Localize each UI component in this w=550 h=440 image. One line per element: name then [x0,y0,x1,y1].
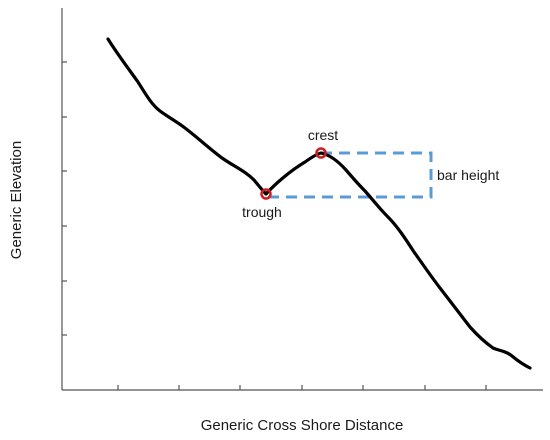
y-axis-title: Generic Elevation [8,141,25,259]
x-axis-title: Generic Cross Shore Distance [201,417,404,434]
trough-label: trough [242,204,282,220]
crest-marker [315,147,327,159]
y-axis-ticks [62,61,67,336]
bar-height-label: bar height [437,167,499,183]
elevation-profile-line [106,37,532,370]
trough-marker [260,188,272,200]
crest-label: crest [308,127,338,143]
bar-height-box [266,151,433,199]
x-axis-ticks [117,385,487,390]
